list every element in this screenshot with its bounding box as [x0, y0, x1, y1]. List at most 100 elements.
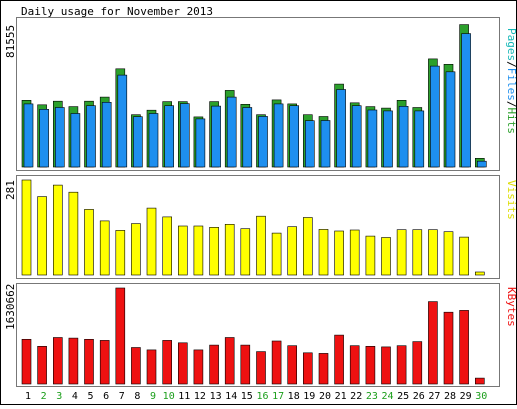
kbytes-bar [256, 351, 266, 385]
visits-bar [474, 271, 485, 276]
kbytes-legend: KBytes [505, 287, 517, 327]
legend-part: / [505, 61, 517, 68]
visits-bar [459, 236, 469, 276]
visits-bar [209, 227, 219, 276]
kbytes-bar [99, 340, 110, 385]
files-bar [367, 109, 378, 168]
files-bar [148, 113, 159, 168]
files-bar [180, 103, 190, 168]
visits-bar [193, 225, 204, 276]
kbytes-bar [474, 377, 485, 385]
kbytes-bar [365, 345, 376, 385]
files-bar [336, 89, 346, 168]
files-bar [258, 116, 268, 168]
files-bar [164, 105, 174, 168]
kbytes-bar [52, 337, 63, 385]
day-label: 28 [444, 391, 456, 402]
day-label: 13 [210, 391, 222, 402]
files-bar [273, 103, 284, 168]
files-bar [289, 105, 300, 168]
kbytes-bar [146, 349, 157, 385]
visits-bar [240, 228, 251, 276]
day-label: 25 [397, 391, 409, 402]
day-label: 11 [178, 391, 190, 402]
visits-bar [287, 226, 298, 276]
kbytes-bar [334, 334, 344, 385]
kbytes-bar [412, 341, 423, 385]
day-label: 16 [256, 391, 268, 402]
files-bar [383, 110, 393, 168]
day-label: 1 [25, 391, 31, 402]
files-bar [242, 107, 253, 168]
files-bar [86, 105, 96, 168]
kbytes-bar [68, 337, 79, 385]
day-label: 22 [350, 391, 362, 402]
day-label: 6 [103, 391, 109, 402]
day-label: 29 [460, 391, 472, 402]
kbytes-bar [224, 337, 235, 385]
visits-bar [381, 237, 391, 276]
visits-bar [37, 196, 47, 276]
day-label: 4 [72, 391, 78, 402]
files-bar [461, 33, 471, 168]
day-label: 21 [335, 391, 347, 402]
day-label: 17 [272, 391, 284, 402]
kbytes-bar [21, 338, 32, 385]
kbytes-bar [302, 352, 313, 385]
kbytes-bar [37, 345, 47, 385]
kbytes-bar [318, 353, 329, 385]
day-label: 7 [119, 391, 125, 402]
files-bar [226, 96, 237, 168]
kbytes-bar [459, 310, 469, 385]
day-label: 23 [366, 391, 378, 402]
visits-bar [52, 184, 63, 276]
files-bar [320, 120, 331, 168]
day-label: 19 [303, 391, 315, 402]
kbytes-bar [381, 346, 391, 385]
visits-bar [162, 216, 172, 276]
files-bar [70, 113, 81, 168]
day-label: 5 [87, 391, 93, 402]
kbytes-bar [84, 338, 94, 385]
kbytes-bar [443, 311, 454, 385]
visits-bar [99, 220, 110, 276]
kbytes-bar [287, 345, 298, 385]
day-label: 26 [413, 391, 425, 402]
day-label: 14 [225, 391, 237, 402]
files-bar [304, 120, 315, 168]
visits-bar [412, 229, 423, 276]
day-label: 12 [194, 391, 206, 402]
visits-bar [68, 191, 79, 276]
visits-bar [115, 230, 126, 276]
usage-legend: Pages/Files/Hits [505, 28, 517, 134]
day-label: 24 [381, 391, 393, 402]
kbytes-bar [162, 340, 172, 385]
files-bar [211, 105, 221, 168]
visits-max-label: 281 [4, 180, 17, 200]
day-label: 8 [134, 391, 140, 402]
panel-kbytes [16, 283, 500, 387]
usage-bars [21, 24, 487, 168]
day-label: 3 [56, 391, 62, 402]
kbytes-bar [396, 345, 407, 385]
kbytes-bar [428, 301, 438, 385]
visits-bar [271, 232, 282, 276]
visits-bar [349, 229, 360, 276]
visits-legend: Visits [505, 180, 517, 220]
kbytes-bar [193, 349, 204, 385]
visits-bar [318, 229, 329, 276]
legend-part: / [505, 101, 517, 108]
usage-max-label: 81555 [4, 25, 17, 58]
files-bar [133, 116, 143, 168]
files-bar [23, 103, 34, 168]
kbytes-bar [349, 345, 360, 385]
kbytes-bar [131, 347, 141, 385]
files-bar [101, 102, 112, 168]
visits-bar [302, 217, 313, 276]
panel-visits [16, 175, 500, 279]
day-label: 18 [288, 391, 300, 402]
kbytes-bars [21, 287, 485, 385]
visits-bar [256, 215, 266, 276]
